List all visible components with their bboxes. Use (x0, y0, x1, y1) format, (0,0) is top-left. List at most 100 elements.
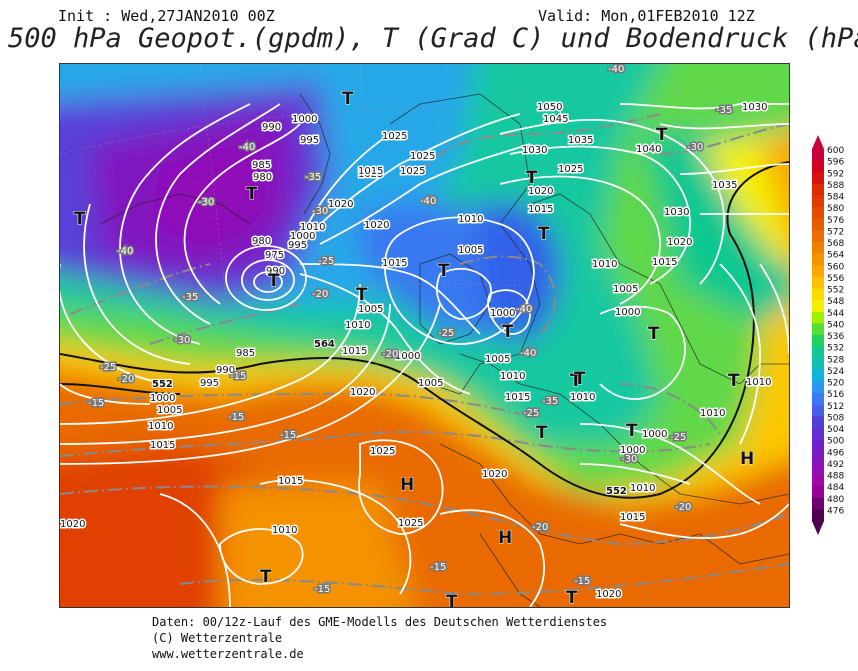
legend-swatch (812, 462, 824, 475)
legend-swatch (812, 486, 824, 499)
legend-label: 500 (827, 437, 844, 447)
legend-label: 516 (827, 390, 844, 400)
isotherm-label: -25 (523, 408, 539, 419)
legend-label: 488 (827, 472, 844, 482)
isotherm-label: -40 (520, 348, 536, 359)
legend-arrow-top (812, 135, 824, 149)
isobars (60, 103, 789, 607)
geopotential-label: 552 (152, 379, 173, 390)
isobar-label: 1000 (642, 429, 667, 440)
isobar-label: 1035 (712, 180, 737, 191)
isotherm-label: -20 (382, 349, 398, 360)
legend-swatch (812, 369, 824, 382)
legend-arrow-bottom (812, 521, 824, 535)
isobar-label: 1010 (345, 320, 370, 331)
legend-label: 548 (827, 297, 844, 307)
low-pressure-marker: T (648, 324, 660, 344)
legend-swatch (812, 381, 824, 394)
isotherm-label: -35 (716, 105, 732, 116)
legend-label: 584 (827, 193, 844, 203)
isobar-label: 1015 (278, 476, 303, 487)
low-pressure-marker: T (566, 588, 578, 607)
legend-label: 508 (827, 413, 844, 423)
isobar-label: 1015 (150, 440, 175, 451)
legend-swatch (812, 416, 824, 429)
grid-lines (60, 64, 789, 607)
isotherm-label: -40 (516, 304, 532, 315)
isobar-label: 1035 (568, 135, 593, 146)
legend-label: 496 (827, 448, 844, 458)
legend-swatch (812, 242, 824, 255)
isobar-label: 1015 (528, 204, 553, 215)
legend-swatch (812, 393, 824, 406)
isobar-label: 1020 (328, 199, 353, 210)
isobar-label: 995 (288, 240, 307, 251)
legend-label: 596 (827, 158, 844, 168)
isotherm-label: -30 (198, 197, 214, 208)
isotherm-label: -25 (670, 432, 686, 443)
init-time: Init : Wed,27JAN2010 00Z (58, 7, 275, 25)
isobar-label: 1000 (490, 308, 515, 319)
copyright: (C) Wetterzentrale (152, 631, 283, 645)
legend-swatch (812, 439, 824, 452)
isobar-label: 1020 (364, 220, 389, 231)
isobar-label: 980 (252, 236, 271, 247)
low-pressure-marker: T (438, 261, 450, 281)
isobar-label: 985 (236, 348, 255, 359)
isotherm-label: -35 (182, 292, 198, 303)
isobar-label: 980 (253, 172, 272, 183)
isobar-label: 1005 (613, 284, 638, 295)
legend-label: 480 (827, 495, 844, 505)
isobar-label: 1025 (358, 169, 383, 180)
isotherm-label: -15 (574, 576, 590, 587)
legend-swatch (812, 288, 824, 301)
isotherm-label: -15 (228, 412, 244, 423)
isotherm-label: -40 (420, 196, 436, 207)
isotherm-label: -40 (608, 64, 624, 75)
isobar-label: 1000 (395, 351, 420, 362)
isobar-label: 1030 (742, 102, 767, 113)
legend-label: 524 (827, 367, 844, 377)
legend-label: 520 (827, 379, 844, 389)
isobar-label: 1010 (746, 377, 771, 388)
low-pressure-marker: T (538, 224, 550, 244)
isobar-label: 1010 (592, 259, 617, 270)
low-pressure-marker: T (502, 322, 514, 342)
legend-swatch (812, 497, 824, 510)
legend-swatch (812, 230, 824, 243)
isobar-label: 1015 (505, 392, 530, 403)
isobar-label: 975 (265, 250, 284, 261)
isobar-label: 1015 (620, 512, 645, 523)
isotherm-label: -30 (621, 454, 637, 465)
legend-label: 532 (827, 344, 844, 354)
isobar-label: 1030 (664, 207, 689, 218)
isobar-label: 1010 (700, 408, 725, 419)
high-pressure-marker: H (740, 449, 754, 469)
isotherm-label: -30 (312, 206, 328, 217)
isobar-label: 990 (216, 365, 235, 376)
legend-label: 568 (827, 239, 844, 249)
isobar-label: 1005 (358, 304, 383, 315)
isotherm-label: -20 (312, 289, 328, 300)
legend-label: 492 (827, 460, 844, 470)
high-pressure-marker: H (498, 528, 512, 548)
isobar-label: 1010 (148, 421, 173, 432)
valid-time: Valid: Mon,01FEB2010 12Z (538, 7, 755, 25)
low-pressure-marker: T (446, 592, 458, 607)
isobar-label: 1025 (370, 446, 395, 457)
isobar-label: 1050 (537, 102, 562, 113)
isobar-label: 1000 (615, 307, 640, 318)
low-pressure-marker: T (260, 567, 272, 587)
low-pressure-marker: T (570, 371, 582, 391)
isobar-label: 995 (300, 135, 319, 146)
isotherm-label: -25 (318, 256, 334, 267)
isobar-label: 1010 (300, 222, 325, 233)
temperature-isotherms (60, 113, 789, 596)
legend-label: 512 (827, 402, 844, 412)
isobar-label: 1010 (500, 371, 525, 382)
legend-swatch (812, 218, 824, 231)
isobar-label: 1015 (358, 166, 383, 177)
legend-swatch (812, 276, 824, 289)
isotherm-label: -40 (117, 246, 133, 257)
isotherm-label: -40 (239, 142, 255, 153)
